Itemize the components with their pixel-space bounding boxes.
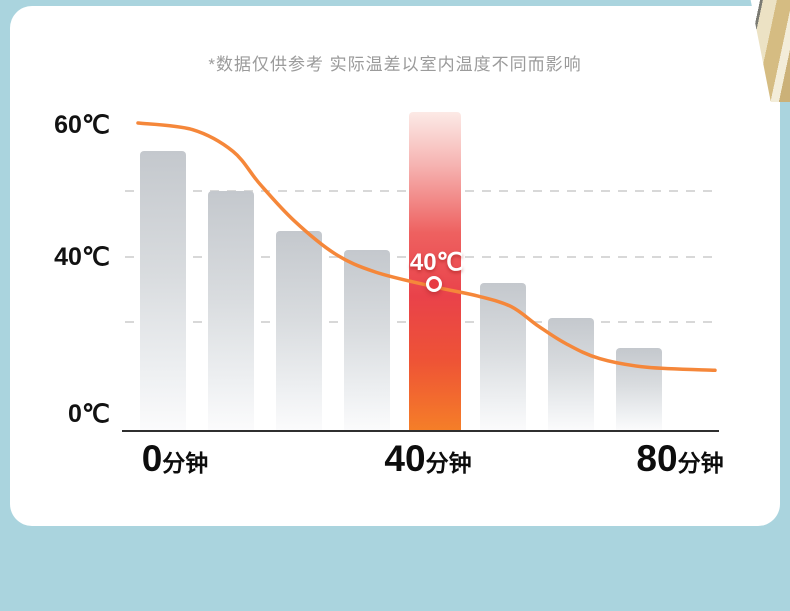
x-axis-number: 0 <box>141 438 163 479</box>
bar <box>344 250 390 430</box>
temperature-curve <box>136 121 717 373</box>
x-axis-label: 0分钟 <box>142 438 209 480</box>
temperature-chart: 60℃ 40℃ 0℃ 40℃ 0分钟 40分钟 80分钟 <box>54 110 724 490</box>
bar <box>276 231 322 430</box>
x-axis-number: 40 <box>384 438 426 479</box>
x-axis-label: 40分钟 <box>384 438 471 480</box>
x-axis-unit: 分钟 <box>162 450 209 476</box>
x-axis-baseline <box>122 430 719 432</box>
bar <box>140 151 186 430</box>
plot-area: 40℃ <box>122 110 719 432</box>
marker-label: 40℃ <box>409 249 464 277</box>
y-axis-label: 0℃ <box>68 400 110 428</box>
y-axis-label: 40℃ <box>54 243 110 271</box>
bar-highlight <box>409 112 461 430</box>
bar <box>616 348 662 430</box>
bar <box>208 191 254 430</box>
chart-disclaimer: *数据仅供参考 实际温差以室内温度不同而影响 <box>208 55 582 74</box>
x-axis-unit: 分钟 <box>425 450 472 476</box>
x-axis-unit: 分钟 <box>677 450 724 476</box>
chart-card: *数据仅供参考 实际温差以室内温度不同而影响 60℃ 40℃ 0℃ 40℃ 0分钟 4… <box>10 6 780 526</box>
y-axis-label: 60℃ <box>54 111 110 139</box>
bar <box>480 283 526 430</box>
marker-dot <box>425 276 442 293</box>
x-axis-number: 80 <box>636 438 678 479</box>
y-axis: 60℃ 40℃ 0℃ <box>12 110 110 430</box>
x-axis-label: 80分钟 <box>636 438 723 480</box>
x-axis: 0分钟 40分钟 80分钟 <box>125 438 724 490</box>
